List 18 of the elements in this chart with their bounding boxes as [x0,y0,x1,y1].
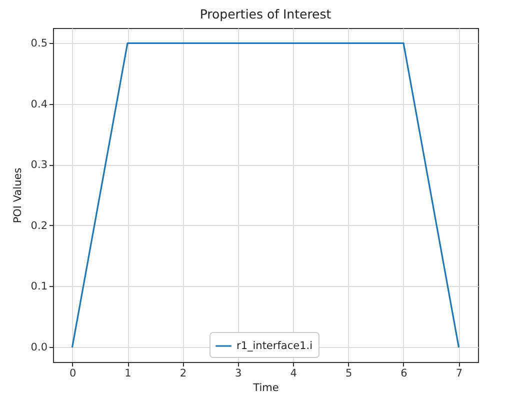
x-tick-label: 5 [345,368,352,380]
y-tick-label: 0.4 [30,98,48,110]
x-tick-label: 2 [180,368,187,380]
y-tick-label: 0.5 [30,38,48,50]
legend-label: r1_interface1.i [236,340,313,352]
y-tick-label: 0.3 [30,159,48,172]
x-tick-label: 3 [235,368,242,380]
y-axis-title: POI Values [12,168,24,224]
y-tick-label: 0.2 [30,220,48,232]
x-tick-label: 1 [124,368,132,380]
x-tick-label: 0 [69,368,76,380]
x-axis-title: Time [252,382,279,394]
chart-title: Properties of Interest [200,6,332,22]
x-tick-label: 6 [400,368,408,380]
x-tick-label: 7 [456,368,463,380]
y-tick-label: 0.1 [30,280,48,293]
x-tick-label: 4 [290,368,298,380]
y-tick-label: 0.0 [30,341,48,354]
